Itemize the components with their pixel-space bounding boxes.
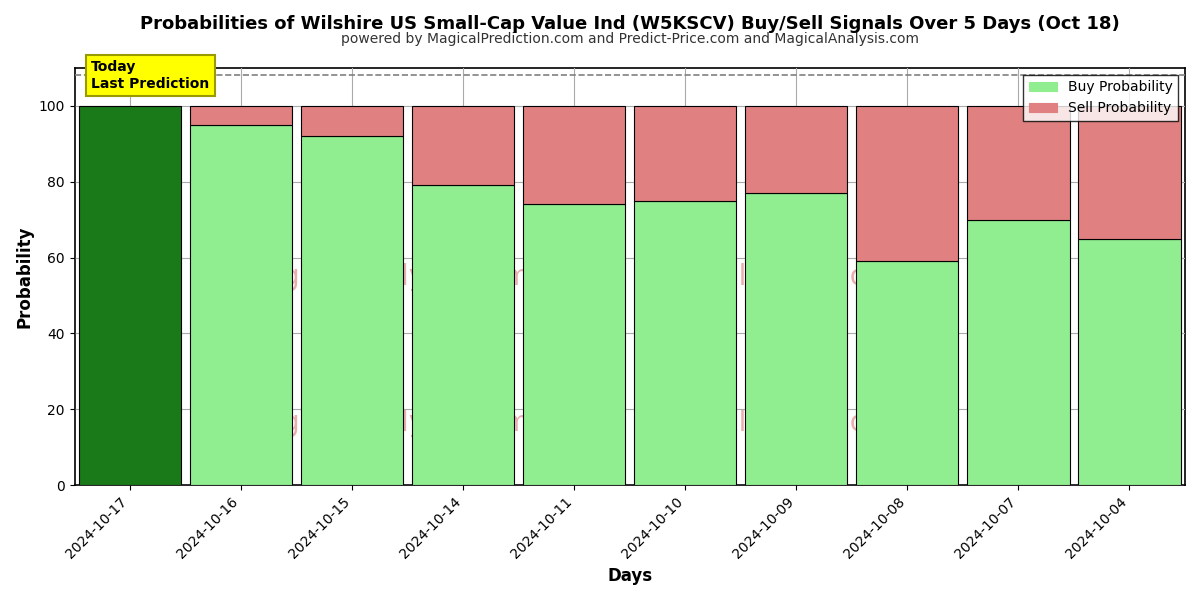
Bar [301,136,403,485]
Bar [967,220,1069,485]
Legend: Buy Probability, Sell Probability: Buy Probability, Sell Probability [1024,75,1178,121]
Bar [190,125,293,485]
Bar [190,106,293,125]
Bar [857,106,959,262]
Bar [635,200,737,485]
Bar [412,106,515,185]
Text: powered by MagicalPrediction.com and Predict-Price.com and MagicalAnalysis.com: powered by MagicalPrediction.com and Pre… [341,32,919,46]
Bar [301,106,403,136]
Y-axis label: Probability: Probability [16,225,34,328]
Bar [523,205,625,485]
Bar [967,106,1069,220]
Text: MagicalPrediction.com: MagicalPrediction.com [640,263,953,290]
Bar [745,193,847,485]
Bar [635,106,737,200]
Text: MagicalAnalysis.com: MagicalAnalysis.com [241,263,530,290]
Bar [523,106,625,205]
Bar [745,106,847,193]
X-axis label: Days: Days [607,567,653,585]
Bar [1079,239,1181,485]
Bar [412,185,515,485]
Text: Today
Last Prediction: Today Last Prediction [91,61,210,91]
Text: MagicalAnalysis.com: MagicalAnalysis.com [241,409,530,437]
Title: Probabilities of Wilshire US Small-Cap Value Ind (W5KSCV) Buy/Sell Signals Over : Probabilities of Wilshire US Small-Cap V… [140,15,1120,33]
Bar [79,106,181,485]
Bar [1079,106,1181,239]
Bar [857,262,959,485]
Text: MagicalPrediction.com: MagicalPrediction.com [640,409,953,437]
